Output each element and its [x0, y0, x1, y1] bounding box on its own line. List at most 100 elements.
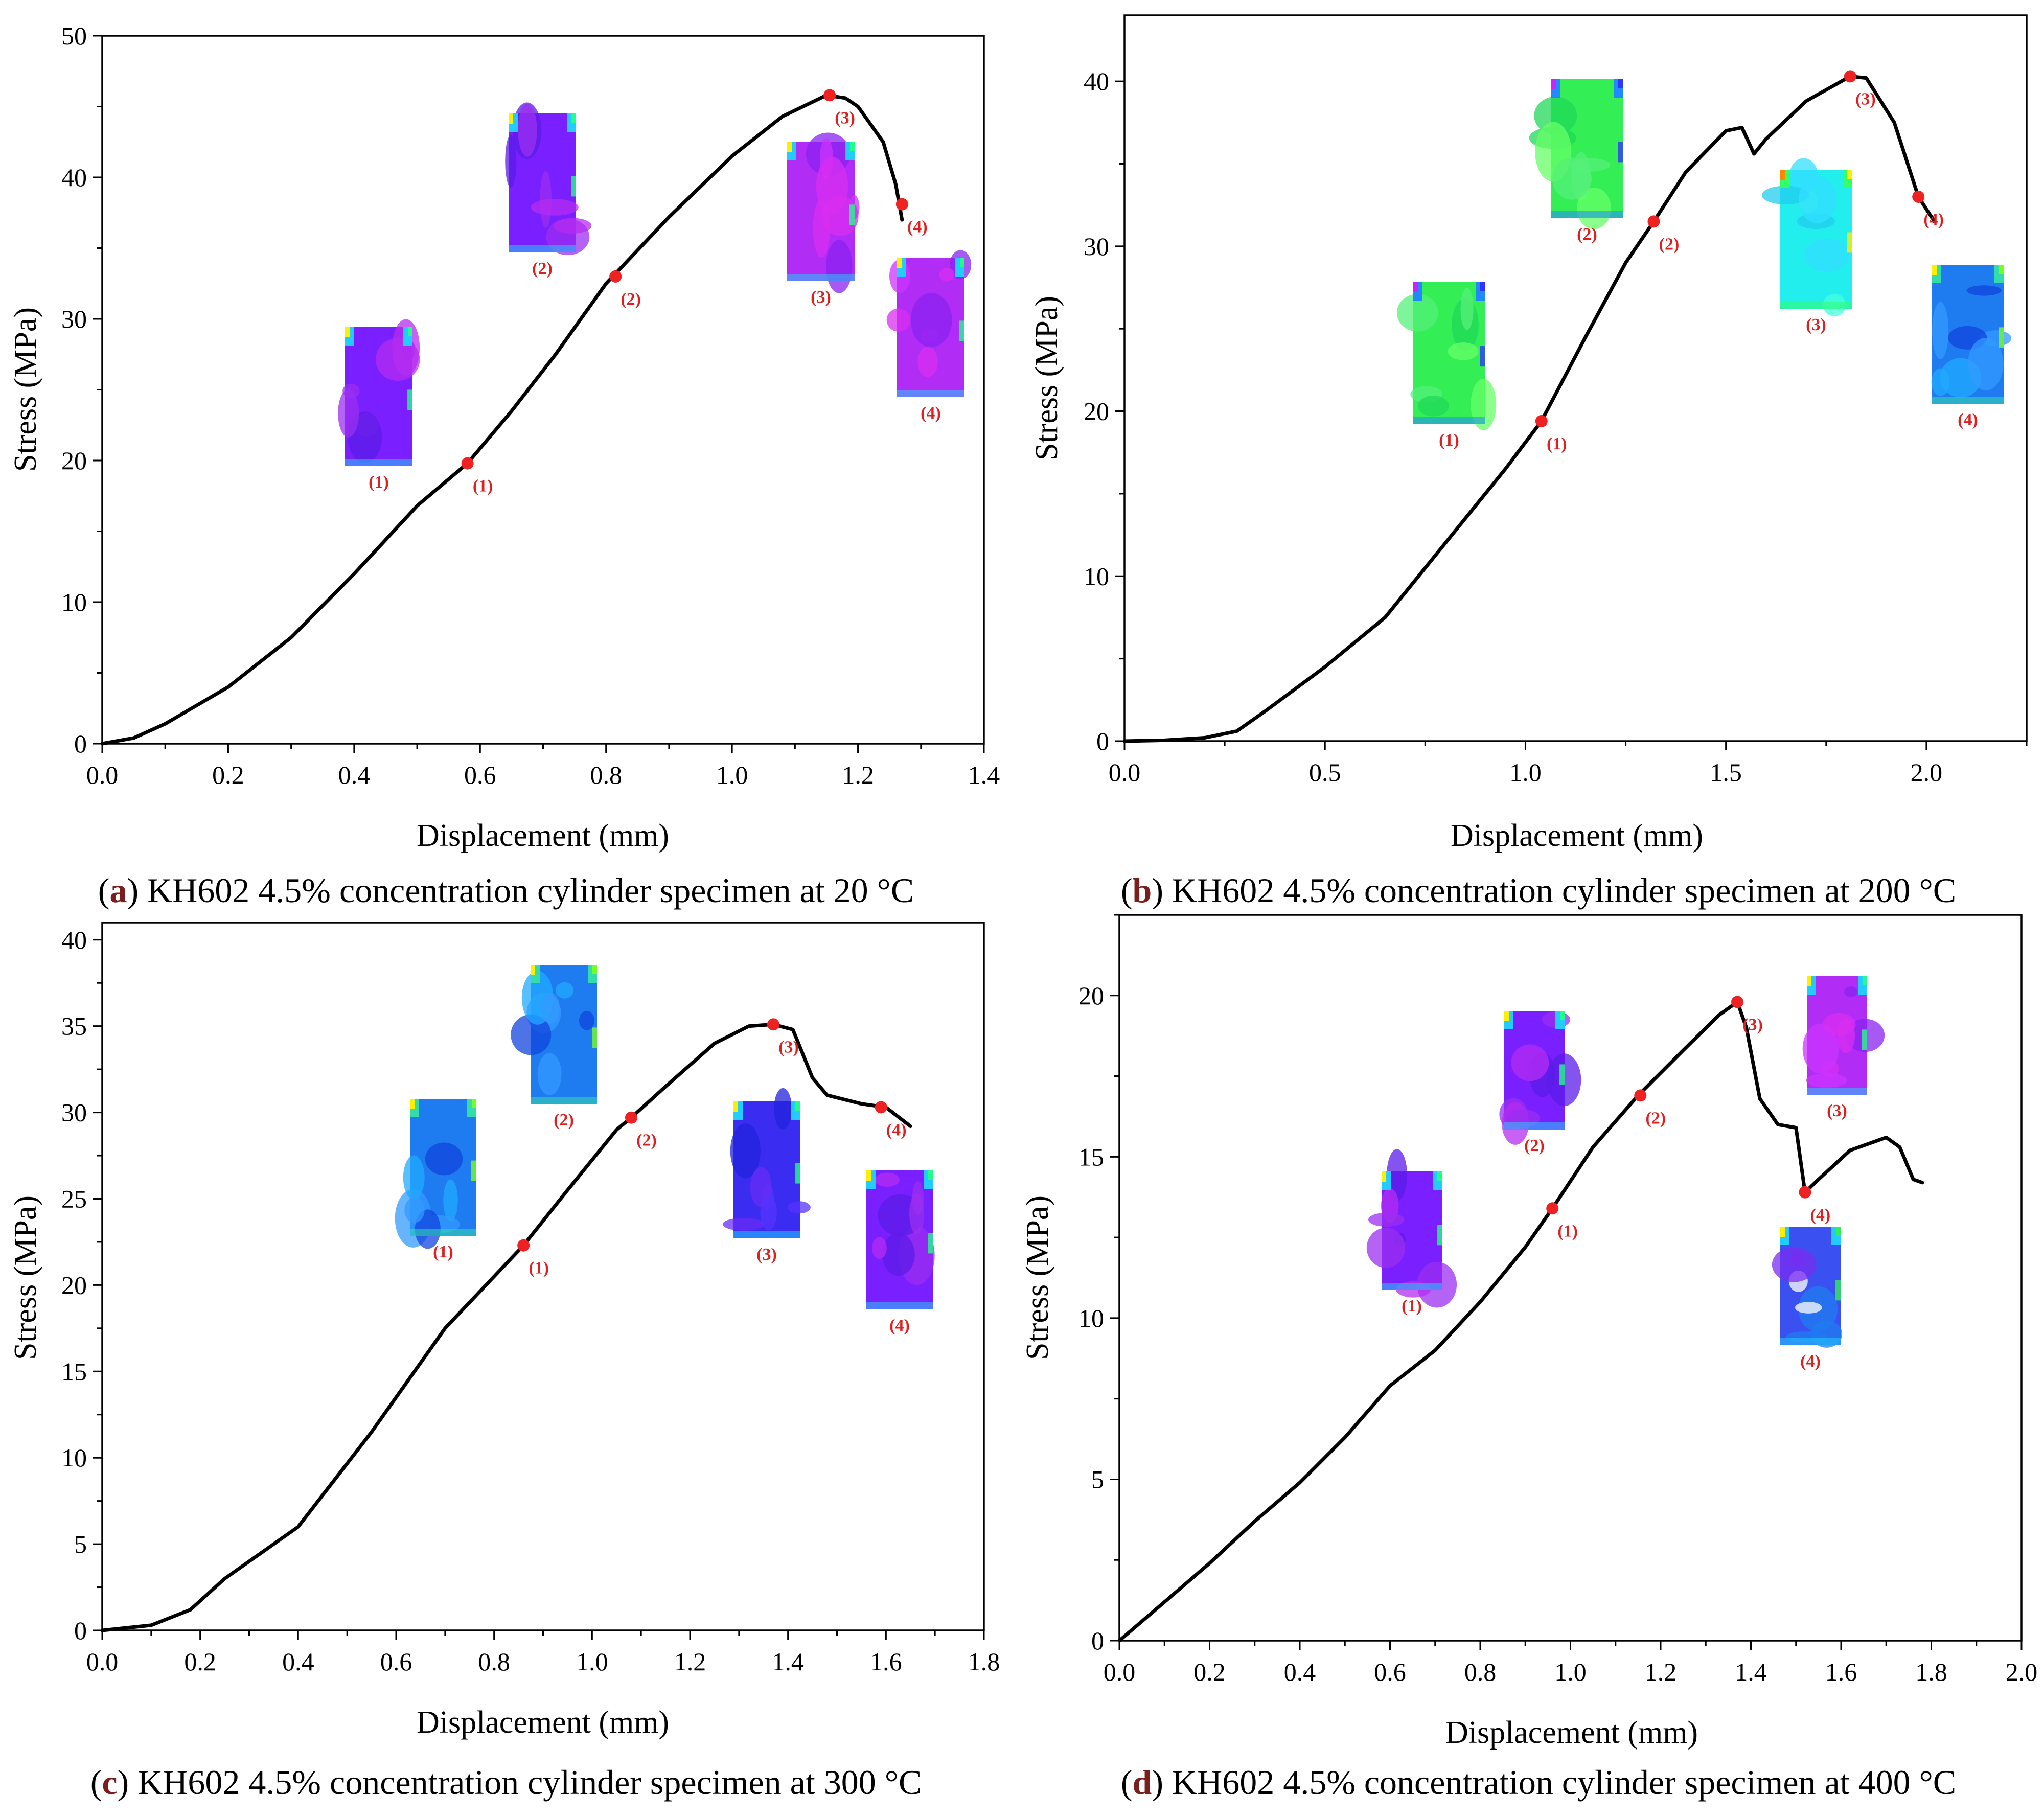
contour-inset: (1) [1396, 282, 1497, 450]
contour-side-edge [571, 176, 576, 197]
x-tick-label: 2.0 [2006, 1658, 2038, 1686]
contour-corner [1836, 1227, 1841, 1236]
contour-corner [897, 258, 902, 268]
y-tick-label: 20 [1084, 397, 1109, 426]
y-tick-label: 40 [1084, 67, 1109, 96]
contour-blob [825, 240, 853, 293]
contour-inset: (2) [505, 102, 592, 278]
contour-blob [1799, 176, 1836, 223]
contour-blob [1795, 1302, 1822, 1314]
contour-side-edge [1862, 1029, 1867, 1050]
contour-blob [505, 135, 517, 188]
x-tick-label: 1.8 [1915, 1658, 1947, 1686]
y-tick-label: 20 [61, 1271, 87, 1299]
y-tick-label: 10 [61, 1443, 87, 1472]
contour-corner [787, 142, 792, 152]
y-axis-title: Stress (MPa) [8, 307, 43, 472]
contour-bottom-edge [509, 245, 576, 252]
x-tick-label: 1.6 [1825, 1658, 1857, 1686]
contour-corner [1480, 282, 1485, 291]
inset-label: (2) [1524, 1136, 1545, 1155]
contour-bottom-edge [345, 459, 412, 466]
inset-label: (1) [433, 1242, 453, 1261]
contour-blob [875, 1172, 900, 1187]
contour-blob [1761, 186, 1809, 205]
contour-blob [939, 268, 955, 282]
y-tick-label: 30 [61, 1098, 87, 1127]
contour-corner [410, 1099, 415, 1109]
data-point-marker [1799, 1186, 1811, 1199]
contour-inset: (2) [1499, 1011, 1581, 1155]
contour-blob [1366, 1228, 1406, 1268]
inset-label: (2) [554, 1111, 574, 1130]
contour-bottom-edge [1932, 397, 2004, 404]
contour-inset: (3) [1761, 158, 1852, 334]
contour-blob [787, 1201, 811, 1214]
x-tick-label: 1.4 [1735, 1658, 1767, 1686]
contour-corner [472, 1099, 476, 1108]
contour-blob [1417, 396, 1449, 417]
data-point-marker [609, 270, 622, 283]
panel-a-chart: Stress (MPa) Displacement (mm) (a) KH602… [8, 21, 1000, 910]
data-point-marker [1634, 1089, 1647, 1102]
contour-corner [850, 142, 855, 151]
contour-blob [403, 1155, 425, 1200]
y-tick-label: 30 [1084, 232, 1109, 261]
data-point-marker [1647, 215, 1660, 228]
contour-blob [730, 1123, 761, 1179]
inset-label: (2) [532, 259, 553, 278]
contour-bottom-edge [897, 390, 964, 397]
y-tick-label: 35 [61, 1012, 87, 1041]
data-point-marker [823, 89, 836, 102]
x-tick-label: 0.0 [1104, 1658, 1136, 1686]
contour-side-edge [1480, 346, 1485, 367]
contour-blob [774, 1088, 792, 1130]
inset-label: (4) [921, 404, 941, 423]
data-point-label: (4) [1923, 210, 1944, 229]
contour-blob [511, 1014, 552, 1055]
contour-blob [1448, 342, 1479, 360]
contour-corner [1382, 1171, 1386, 1182]
x-tick-label: 0.0 [1109, 758, 1141, 787]
x-tick-label: 0.8 [478, 1647, 510, 1676]
contour-side-edge [1835, 1280, 1841, 1301]
contour-blob [541, 993, 560, 1024]
contour-blob [1806, 1073, 1847, 1088]
y-axis-title: Stress (MPa) [1020, 1195, 1055, 1360]
contour-corner [1932, 265, 1937, 275]
contour-corner [509, 113, 513, 124]
x-tick-label: 0.6 [464, 761, 496, 789]
panel-d-chart: Stress (MPa) Displacement (mm) (d) KH602… [1020, 914, 2038, 1802]
contour-side-edge [928, 1233, 933, 1254]
data-point-marker [625, 1111, 637, 1124]
data-point-label: (2) [1645, 1109, 1666, 1127]
y-tick-label: 0 [74, 729, 87, 758]
contour-blob [1932, 302, 1949, 360]
y-tick-label: 10 [61, 588, 87, 616]
contour-blob [760, 1194, 777, 1231]
contour-side-edge [471, 1160, 476, 1181]
x-tick-label: 1.4 [772, 1647, 804, 1676]
contour-blob [909, 1192, 925, 1234]
y-tick-label: 10 [1084, 562, 1109, 590]
inset-label: (1) [1402, 1297, 1422, 1316]
contour-corner [408, 327, 412, 336]
contour-inset: (1) [395, 1099, 476, 1261]
x-axis-title: Displacement (mm) [1445, 1715, 1698, 1750]
contour-blob [1791, 1251, 1803, 1267]
data-point-label: (1) [1547, 434, 1567, 453]
x-tick-label: 0.6 [380, 1647, 412, 1676]
panel-caption: (a) KH602 4.5% concentration cylinder sp… [98, 871, 914, 910]
x-tick-label: 0.2 [212, 761, 244, 789]
inset-label: (4) [889, 1316, 910, 1335]
contour-blob [404, 1197, 425, 1223]
contour-blob [1577, 188, 1612, 229]
x-tick-label: 1.2 [674, 1647, 706, 1676]
contour-corner [866, 1170, 871, 1181]
x-tick-label: 1.2 [1645, 1658, 1677, 1686]
contour-blob [1823, 1012, 1856, 1036]
data-point-marker [895, 198, 908, 211]
contour-blob [1387, 1149, 1408, 1201]
data-point-marker [875, 1101, 887, 1114]
